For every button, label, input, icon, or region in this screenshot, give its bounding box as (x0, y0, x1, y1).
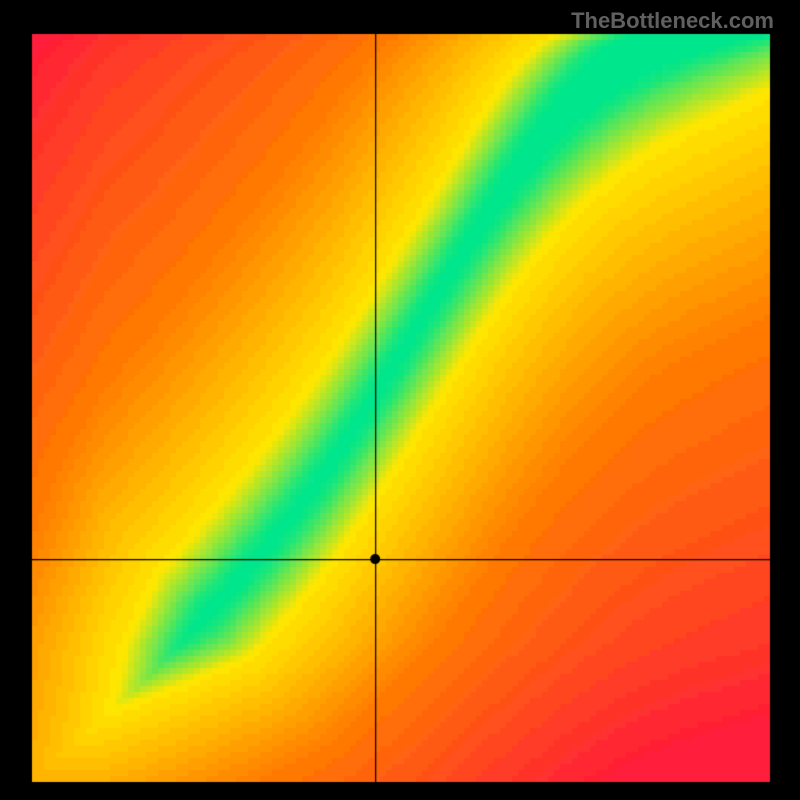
chart-container: TheBottleneck.com (0, 0, 800, 800)
heatmap-canvas (0, 0, 800, 800)
watermark-text: TheBottleneck.com (571, 8, 774, 34)
